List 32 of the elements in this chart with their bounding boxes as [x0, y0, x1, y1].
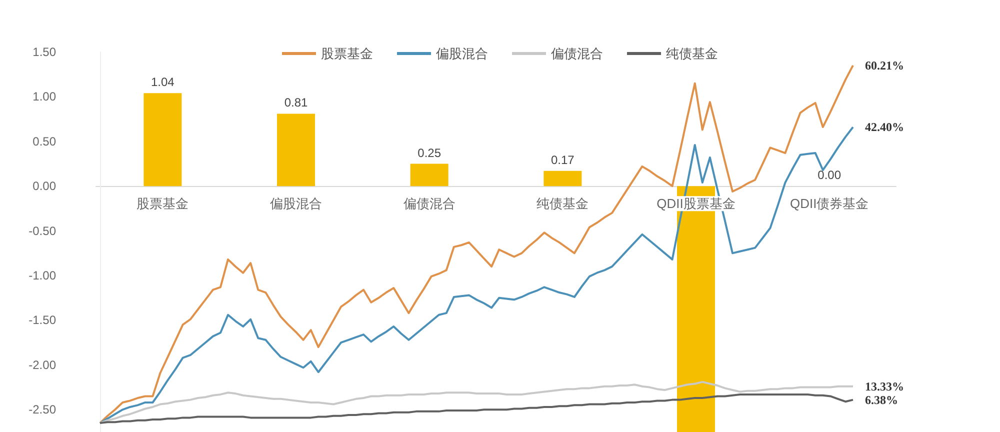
x-tick-label: 股票基金 — [136, 196, 189, 212]
x-tick-label: 偏债混合 — [403, 196, 456, 212]
data-label: 0.25 — [418, 146, 442, 160]
data-label: 0.00 — [818, 168, 842, 182]
y-tick-label: -0.50 — [28, 224, 56, 238]
y-tick-label: 1.50 — [32, 45, 56, 59]
legend-label: 纯债基金 — [666, 46, 718, 61]
data-label: 0.17 — [550, 152, 575, 167]
data-label: 0.81 — [284, 96, 308, 110]
x-tick-label: 纯债基金 — [536, 196, 589, 212]
bar — [144, 93, 182, 186]
y-tick-label: -2.00 — [28, 358, 56, 372]
bar — [410, 164, 448, 186]
y-tick-label: 0.00 — [32, 179, 56, 194]
data-label: 1.04 — [150, 75, 175, 90]
bar — [544, 170, 582, 186]
x-tick-label: QDII债券基金 — [790, 196, 869, 212]
legend-label: 股票基金 — [321, 46, 373, 61]
y-tick-label: -1.50 — [28, 313, 56, 328]
annotation: 60.21% — [865, 58, 904, 72]
bar — [277, 114, 315, 186]
y-tick-label: -2.50 — [28, 402, 56, 417]
y-tick-label: 1.00 — [32, 90, 56, 104]
legend-label: 偏股混合 — [436, 46, 488, 61]
x-tick-label: 偏股混合 — [270, 196, 322, 212]
x-tick-label: QDII股票基金 — [656, 196, 736, 212]
annotation: 6.38% — [865, 392, 898, 407]
legend-label: 偏债混合 — [551, 46, 603, 61]
annotation: 42.40% — [865, 120, 904, 134]
y-tick-label: 0.50 — [32, 134, 56, 148]
annotation: 13.33% — [865, 379, 904, 394]
y-tick-label: -1.00 — [28, 268, 56, 283]
